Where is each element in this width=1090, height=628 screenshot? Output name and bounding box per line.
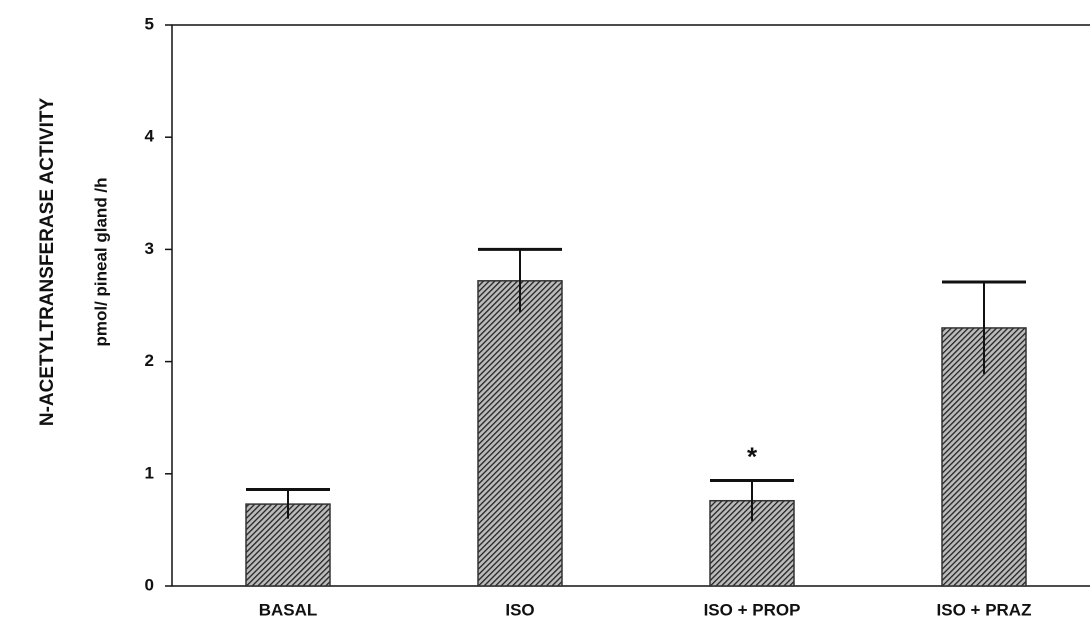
y-tick-label: 3 <box>145 239 154 258</box>
y-tick-label: 4 <box>145 127 155 146</box>
y-tick-label: 0 <box>145 575 154 594</box>
y-axis-title: N-ACETYLTRANSFERASE ACTIVITY <box>37 98 58 427</box>
y-tick-label: 5 <box>145 14 154 33</box>
x-tick-label: ISO + PROP <box>704 600 801 619</box>
y-tick-label: 2 <box>145 351 154 370</box>
annotation: * <box>747 441 758 471</box>
bar <box>477 280 563 587</box>
x-tick-label: ISO + PRAZ <box>937 600 1032 619</box>
x-tick-label: BASAL <box>259 600 318 619</box>
y-axis-subtitle: pmol/ pineal gland /h <box>91 177 110 346</box>
plot-frame <box>171 24 1090 587</box>
y-tick-label: 1 <box>145 463 154 482</box>
x-tick-label: ISO <box>505 600 534 619</box>
